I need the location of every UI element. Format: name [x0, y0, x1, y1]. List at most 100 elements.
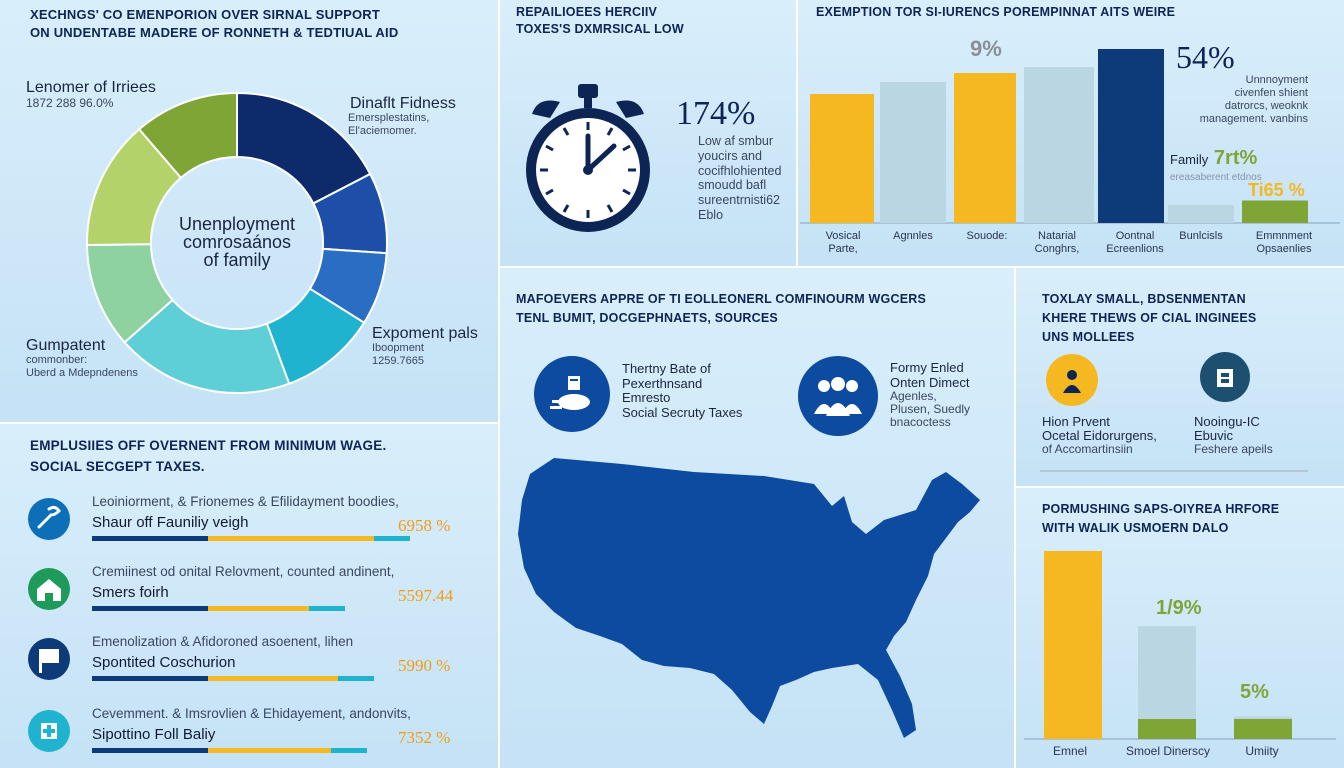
- donut-label-bottom-right: Expoment pals: [372, 325, 478, 342]
- usa-map: [518, 458, 980, 738]
- top-bar-1: [880, 82, 946, 223]
- top-bar-6: [1242, 200, 1308, 223]
- donut-sub-bottom-left: commonber: Uberd a Mdepndenens: [26, 354, 138, 379]
- stopwatch-icon: [526, 84, 650, 232]
- wage-row-label: Shaur off Fauniliy veigh: [92, 514, 249, 531]
- bottom-pct1: 1/9%: [1156, 597, 1202, 619]
- timer-heading: REPAILIOEES HERCIIV TOXES'S DXMRSICAL LO…: [516, 5, 684, 36]
- wage-bar-segment-navy: [92, 536, 208, 541]
- timer-percent: 174%: [676, 95, 756, 132]
- small-biz-item2-title: Nooingu-IC: [1194, 414, 1260, 429]
- top-x-label-4: Oontnal Ecreenlions: [1106, 230, 1164, 256]
- top-x-label-3: Natarial Conghrs,: [1034, 230, 1080, 256]
- donut-sub-bottom-right: Iboopment 1259.7665: [372, 342, 424, 367]
- top-x-label-5: Bunlcisls: [1179, 230, 1223, 242]
- divider-h1: [0, 422, 498, 424]
- page-title-line2: ON UNDENTABE MADERE OF RONNETH & TEDTIUA…: [30, 24, 399, 40]
- donut-center-text: Unenployment comrosaános of family: [179, 214, 295, 270]
- top-x-label-1: Agnnles: [893, 230, 933, 242]
- wage-bar-segment-navy: [92, 748, 208, 753]
- wage-bar-segment-cyan: [374, 536, 411, 541]
- wage-row-bar: [92, 748, 454, 753]
- wage-heading: EMPLUSIIES OFF OVERNENT FROM MINIMUM WAG…: [30, 438, 387, 474]
- panel-wage: [0, 424, 498, 768]
- donut-center-line-2: of family: [203, 250, 270, 270]
- wage-row-bar: [92, 606, 454, 611]
- top-x-label-6: Emmnment Opsaenlies: [1255, 230, 1313, 256]
- top-bar-5: [1168, 205, 1234, 223]
- divider-v3: [1014, 268, 1016, 768]
- top-marker-top: 9%: [970, 36, 1002, 61]
- top-bar-3: [1024, 67, 1094, 223]
- wage-row-value: 7352 %: [398, 728, 451, 747]
- medical-icon: [28, 710, 70, 752]
- wage-row-title: Cremiinest od onital Relovment, counted …: [92, 564, 395, 579]
- map-heading: MAFOEVERS APPRE OF TI EOLLEONERL COMFINO…: [516, 292, 927, 326]
- bottom-bar-chart: [1024, 551, 1336, 740]
- house-icon: [28, 568, 70, 610]
- building-icon: [1200, 352, 1250, 402]
- donut-sub-top-right: Emersplestatins, El'aciemomer.: [348, 112, 430, 137]
- top-family-pct: 7rt%: [1213, 147, 1258, 169]
- wage-row-value: 6958 %: [398, 516, 451, 535]
- wage-bar-segment-navy: [92, 606, 208, 611]
- top-bar-0: [810, 94, 874, 223]
- page-title: XECHNGS' CO EMENPORION OVER SIRNAL SUPPO…: [30, 6, 490, 41]
- worker-icon: [1046, 354, 1098, 406]
- divider-v1: [498, 0, 500, 768]
- page-title-line1: XECHNGS' CO EMENPORION OVER SIRNAL SUPPO…: [30, 7, 381, 22]
- wage-row-title: Emenolization & Afidoroned asoenent, lih…: [92, 634, 354, 649]
- bottom-x-label-1: Smoel Dinerscy: [1125, 744, 1211, 758]
- donut-center-line-0: Unenployment: [179, 214, 295, 234]
- bottom-pct2: 5%: [1240, 681, 1269, 703]
- map-item2-sub: Agenles, Plusen, Suedly bnacoctess: [890, 389, 971, 430]
- bottom-bar-0: [1044, 551, 1102, 739]
- top-x-label-2: Souode:: [966, 230, 1008, 242]
- wage-row-label: Spontited Coschurion: [92, 654, 236, 671]
- wage-bar-segment-navy: [92, 676, 208, 681]
- tax-form-icon: [534, 356, 610, 432]
- bottom-chart-heading: PORMUSHING SAPS-OIYREA HRFORE WITH WALIK…: [1042, 502, 1280, 535]
- top-pct-main: 54%: [1176, 39, 1235, 75]
- donut-center-line-1: comrosaános: [183, 232, 291, 252]
- map-item1-text: Thertny Bate of Pexerthnsand Emresto Soc…: [622, 361, 743, 420]
- flag-icon: [28, 638, 70, 680]
- wage-row-label: Sipottino Foll Baliy: [92, 726, 216, 743]
- wage-row-title: Leoiniorment, & Frionemes & Efilidayment…: [92, 494, 399, 509]
- divider-h3: [1014, 486, 1344, 488]
- wage-bar-segment-cyan: [330, 748, 367, 753]
- top-bar-chart: [800, 49, 1340, 224]
- wage-row-value: 5597.44: [398, 586, 454, 605]
- donut-sub-top-left: 1872 288 96.0%: [26, 96, 114, 110]
- wage-row-label: Smers foirh: [92, 584, 169, 601]
- top-pct-main-desc: Unnnoyment civenfen shient datrorcs, weo…: [1199, 74, 1308, 125]
- donut-chart: Unenployment comrosaános of family: [86, 91, 388, 394]
- bottom-bar-segment-1: [1138, 719, 1196, 739]
- wage-row-value: 5990 %: [398, 656, 451, 675]
- small-biz-heading: TOXLAY SMALL, BDSENMENTAN KHERE THEWS OF…: [1042, 292, 1257, 344]
- wage-row-bar: [92, 676, 454, 681]
- bars-top-heading: EXEMPTION TOR SI-IURENCS POREMPINNAT AIT…: [816, 5, 1176, 19]
- small-biz-item2-sub: Ebuvic: [1194, 428, 1234, 443]
- divider-h2: [498, 266, 1344, 268]
- donut-label-top-right: Dinaflt Fidness: [350, 95, 456, 112]
- wage-bar-segment-gold: [207, 536, 375, 541]
- bottom-x-label-2: Umiity: [1245, 744, 1279, 758]
- top-x-label-0: Vosical Parte,: [825, 230, 861, 256]
- wage-bar-segment-cyan: [338, 676, 375, 681]
- top-family-sub: ereasaberent etdnos: [1170, 172, 1262, 183]
- timer-desc: Low af smbur youcirs and cocifhlohiented…: [698, 134, 782, 222]
- wage-row-bar: [92, 536, 454, 541]
- wage-row-title: Cevemment. & Imsrovlien & Ehidayement, a…: [92, 706, 411, 721]
- bottom-bar-segment-2: [1234, 719, 1292, 739]
- wage-bar-segment-cyan: [309, 606, 346, 611]
- top-bar-4: [1098, 49, 1164, 223]
- donut-label-top-left: Lenomer of Irriees: [26, 79, 156, 96]
- small-biz-item1-sub: Ocetal Eidorurgens,: [1042, 428, 1157, 443]
- wage-bar-segment-gold: [207, 748, 331, 753]
- map-item2-title: Formy Enled Onten Dimect: [890, 360, 970, 390]
- small-biz-item2-sub2: Feshere apeils: [1194, 442, 1273, 456]
- small-biz-item1-sub2: of Accomartinsiin: [1042, 442, 1133, 456]
- top-marker-right: Ti65 %: [1248, 180, 1305, 200]
- bottom-x-label-0: Emnel: [1052, 744, 1087, 758]
